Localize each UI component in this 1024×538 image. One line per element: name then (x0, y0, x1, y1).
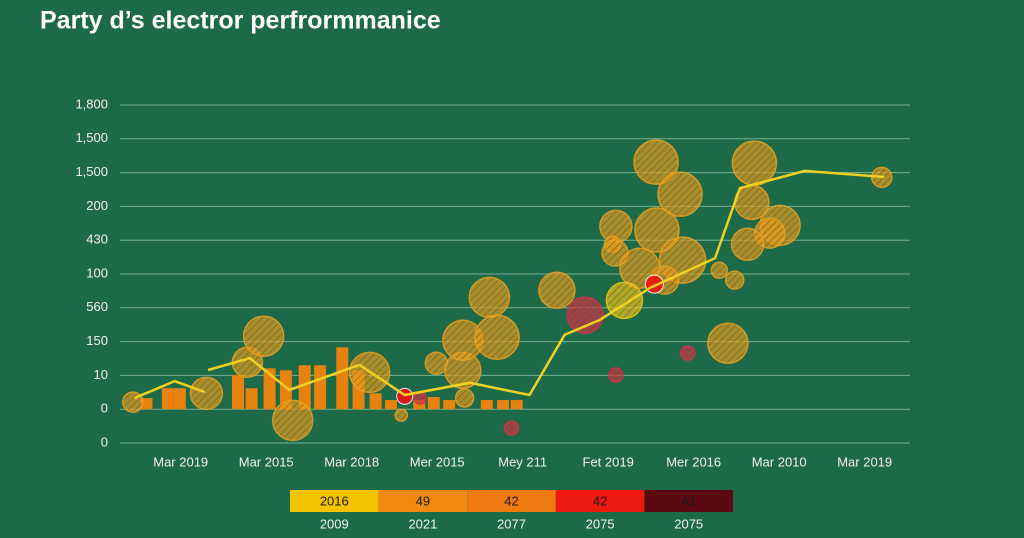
bubble (707, 322, 749, 365)
bubble (454, 388, 475, 408)
bubble (394, 408, 409, 423)
legend-label: A1 (681, 493, 697, 508)
bubble (657, 171, 703, 217)
y-tick-label: 0 (101, 434, 108, 449)
bar (245, 388, 258, 410)
legend-swatch (467, 490, 556, 512)
y-tick-label: 430 (86, 232, 108, 247)
legend-label: 42 (593, 493, 607, 508)
legend-sublabel: 2077 (497, 516, 526, 531)
bubble (679, 345, 696, 361)
legend-sublabel: 2075 (674, 516, 703, 531)
x-tick-label: Fet 2019 (583, 454, 634, 469)
bar (480, 400, 493, 410)
bar (140, 398, 153, 410)
legend-sublabel: 2075 (586, 516, 615, 531)
bar (279, 370, 292, 410)
bubble (474, 314, 520, 360)
bubble (538, 271, 576, 309)
y-tick-label: 1,500 (75, 164, 108, 179)
bubble (189, 376, 224, 411)
y-tick-label: 200 (86, 198, 108, 213)
bubble (503, 420, 520, 436)
x-tick-label: Mar 2010 (752, 454, 807, 469)
x-tick-label: Mar 2019 (153, 454, 208, 469)
legend-sublabel: 2009 (320, 516, 349, 531)
x-tick-label: Mar 2019 (837, 454, 892, 469)
y-tick-label: 10 (94, 367, 108, 382)
bar (298, 365, 311, 410)
bar (263, 368, 276, 410)
bar (443, 400, 456, 410)
bar (161, 388, 174, 410)
legend-label: 2016 (320, 493, 349, 508)
legend-swatch (290, 490, 379, 512)
chart-title: Party d’s electror perfrormmanice (40, 7, 441, 35)
bar (173, 388, 186, 410)
legend-sublabel: 2021 (408, 516, 437, 531)
x-tick-label: Mer 2016 (666, 454, 721, 469)
bubble (608, 367, 624, 383)
bar (510, 400, 523, 410)
line (207, 169, 885, 397)
x-tick-label: Mey 211 (498, 454, 547, 469)
y-tick-label: 1,800 (75, 96, 108, 111)
bubble (633, 139, 679, 185)
bubble (724, 270, 745, 290)
legend-swatch (555, 490, 645, 512)
bubble (468, 276, 511, 319)
bar (231, 375, 244, 410)
legend-label: 42 (504, 493, 518, 508)
bar (336, 347, 349, 410)
bar (427, 397, 440, 410)
bubble (731, 140, 778, 186)
y-tick-label: 560 (86, 299, 108, 314)
bubble (730, 227, 765, 262)
bar (369, 393, 382, 410)
bubble (566, 296, 604, 334)
x-tick-label: Mar 2018 (324, 454, 379, 469)
bubble (271, 399, 314, 442)
legend-swatch (644, 490, 733, 512)
y-tick-label: 150 (86, 333, 108, 348)
bubble (634, 207, 680, 253)
bubble (710, 261, 729, 280)
y-tick-label: 100 (86, 265, 108, 280)
bar (385, 400, 398, 410)
legend-label: 49 (416, 493, 430, 508)
x-tick-label: Mer 2015 (410, 454, 465, 469)
line (134, 379, 206, 400)
x-tick-label: Mar 2015 (239, 454, 294, 469)
bubble (242, 315, 285, 357)
bubble (424, 351, 449, 375)
legend-swatch (378, 490, 468, 512)
y-tick-label: 1,500 (75, 130, 108, 145)
y-tick-label: 0 (101, 401, 108, 416)
bar (497, 400, 510, 410)
bar (314, 365, 327, 410)
